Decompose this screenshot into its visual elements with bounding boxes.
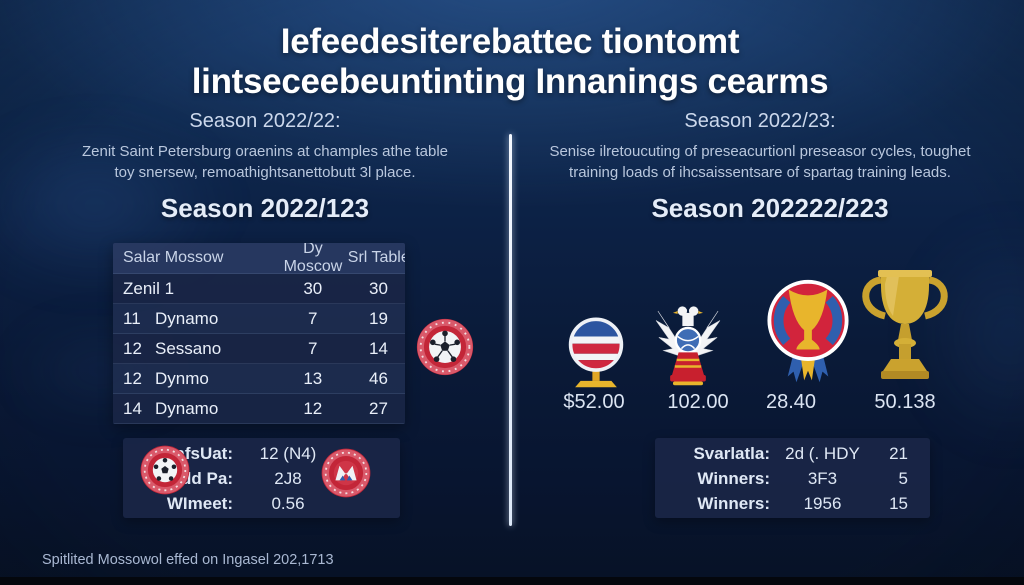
page-title: Iefeedesiterebattec tiontomt lintseceebe… (70, 22, 950, 102)
right-description-line2: training loads of ihcsaissentsare of spa… (569, 164, 951, 181)
trophy-value: $52.00 (563, 391, 625, 413)
ribbon-medal-icon (760, 278, 856, 395)
gold-cup-trophy-icon (857, 264, 953, 393)
team-col3-value: 14 (369, 338, 388, 358)
team-name: Dynamo (155, 398, 219, 418)
left-description-line2: toy snersew, remoathightsanettobutt 3l p… (114, 164, 416, 181)
league-header-team: Salar Mossow (123, 249, 224, 266)
right-stats-panel: Svarlatla: 2d (. HDY 21 Winners: 3F3 5 W… (655, 438, 930, 518)
stat-value: 2d (. HDY (785, 443, 860, 463)
stat-label: WImeet: (166, 493, 233, 513)
team-position: 14 (123, 398, 142, 418)
left-description: Zenit Saint Petersburg oraenins at champ… (45, 141, 485, 183)
left-description-line1: Zenit Saint Petersburg oraenins at champ… (81, 143, 449, 160)
stat-label: Winners: (697, 468, 770, 488)
league-header-col2: Dy Moscow (283, 243, 343, 275)
bottom-bar (0, 577, 1024, 585)
stat-row: Winners: 1956 15 (655, 491, 930, 516)
left-season-heading: Season 2022/123 (160, 193, 370, 223)
table-row: 12 Sessano 7 14 (113, 334, 405, 364)
team-name: Zenil 1 (123, 278, 175, 298)
stat-value: 2J8 (274, 468, 302, 488)
page-title-line2: lintseceebeuntinting Innanings cearms (191, 62, 829, 101)
stat-label: Winners: (697, 493, 770, 513)
team-col3-value: 27 (369, 398, 388, 418)
right-season-heading: Season 202222/223 (651, 193, 889, 223)
league-table: Salar Mossow Dy Moscow Srl Table Zenil 1… (113, 243, 405, 424)
trophy-value: 102.00 (667, 391, 729, 413)
table-row: 12 Dynmo 13 46 (113, 364, 405, 394)
right-season-label: Season 2022/23: (684, 110, 836, 132)
stat-value: 1956 (803, 493, 842, 513)
stat-row: Svarlatla: 2d (. HDY 21 (655, 441, 930, 466)
stat-count: 15 (889, 493, 908, 513)
club-badge-soccer-ball-small-icon (139, 444, 191, 501)
stat-row: WImeet: 0.56 (123, 491, 400, 516)
table-row: 14 Dynamo 12 27 (113, 394, 405, 424)
double-eagle-crest-icon (650, 296, 726, 395)
right-description: Senise ilretoucuting of preseacurtionl p… (540, 141, 980, 183)
column-divider (509, 134, 512, 526)
stat-value: 3F3 (807, 468, 838, 488)
team-name: Sessano (155, 338, 222, 358)
trophy-value: 50.138 (874, 391, 936, 413)
team-col3-value: 46 (369, 368, 388, 388)
league-table-header-row: Salar Mossow Dy Moscow Srl Table (113, 243, 405, 275)
team-col2-value: 13 (303, 368, 323, 388)
trophy-value: 28.40 (765, 391, 817, 413)
team-name: Dynamo (155, 308, 219, 328)
stat-value: 12 (N4) (259, 443, 317, 463)
league-header-col3: Srl Table (347, 249, 405, 266)
left-season-label: Season 2022/22: (189, 110, 341, 132)
footer-caption: Spitlited Mossowol effed on Ingasel 202,… (42, 552, 334, 568)
team-position: 12 (123, 368, 142, 388)
stat-value: 0.56 (271, 493, 305, 513)
right-description-line1: Senise ilretoucuting of preseacurtionl p… (549, 143, 971, 160)
stat-row: Winners: 3F3 5 (655, 466, 930, 491)
club-badge-soccer-ball-icon (415, 317, 475, 382)
team-col3-value: 19 (369, 308, 388, 328)
team-name: Dynmo (155, 368, 209, 388)
page-title-line1: Iefeedesiterebattec tiontomt (280, 22, 740, 61)
striped-ball-trophy-icon (563, 312, 629, 395)
team-col2-value: 7 (308, 338, 318, 358)
team-col2-value: 7 (308, 308, 318, 328)
team-position: 11 (123, 308, 141, 328)
team-col2-value: 30 (303, 278, 323, 298)
table-row: Zenil 1 30 30 (113, 274, 405, 304)
stat-label: Svarlatla: (693, 443, 770, 463)
team-col2-value: 12 (303, 398, 323, 418)
team-col3-value: 30 (369, 278, 388, 298)
club-badge-eagle-small-icon (320, 447, 372, 504)
stat-count: 5 (898, 468, 908, 488)
table-row: 11 Dynamo 7 19 (113, 304, 405, 334)
stat-count: 21 (889, 443, 908, 463)
team-position: 12 (123, 338, 142, 358)
